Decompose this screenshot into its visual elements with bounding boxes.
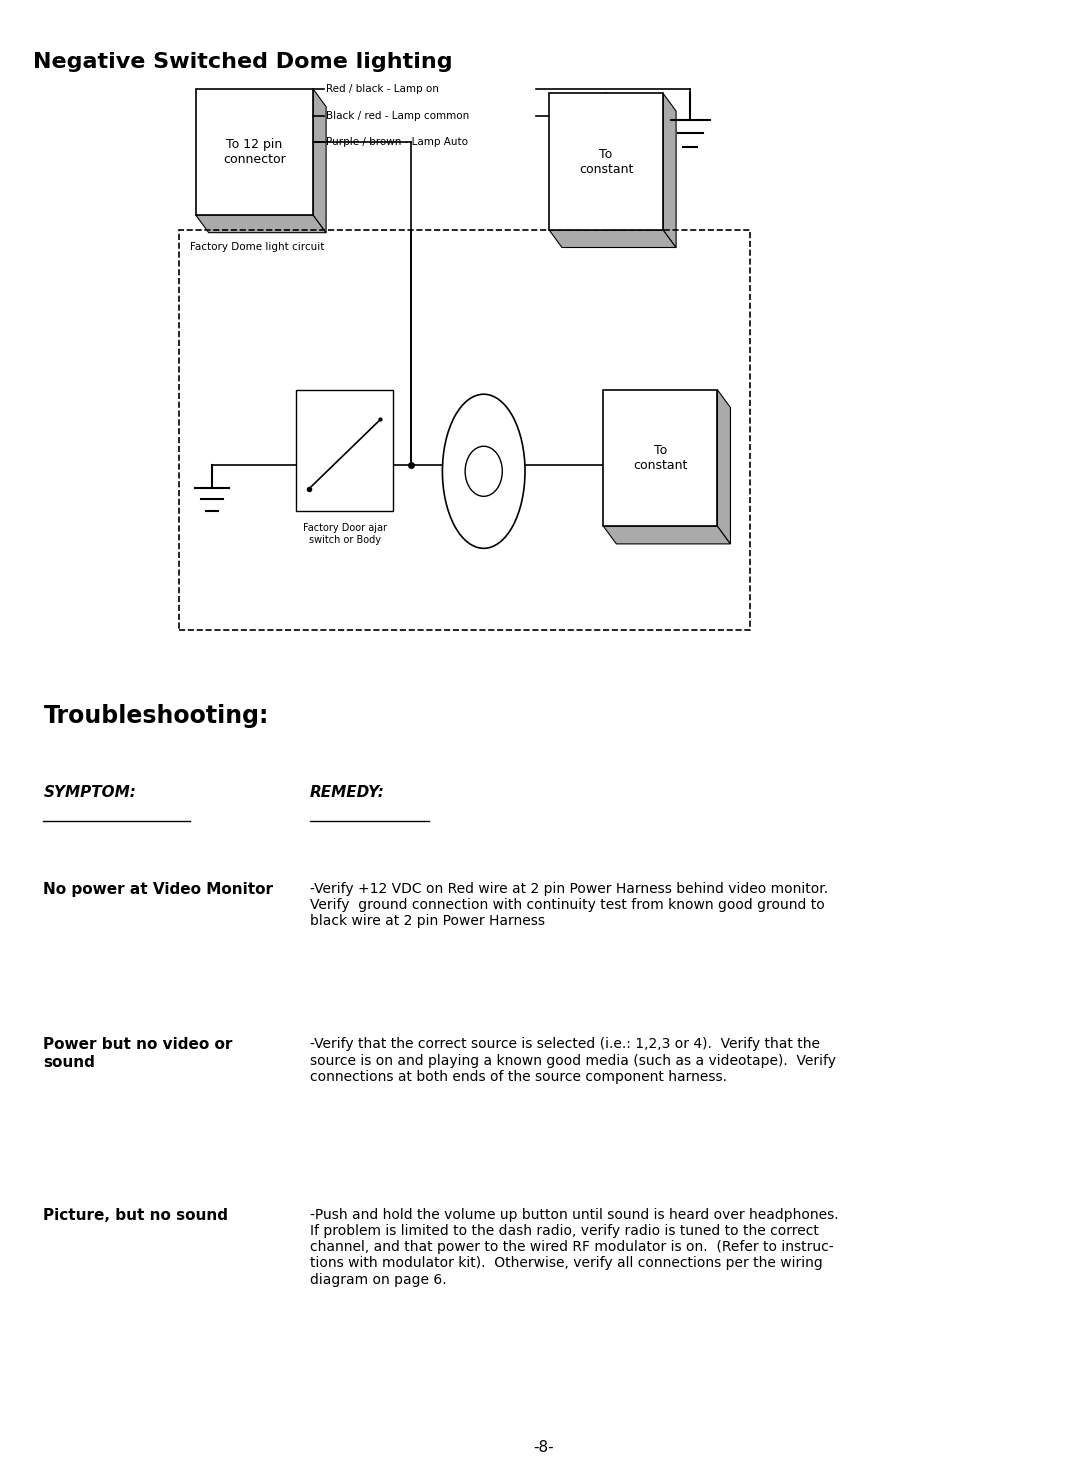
Text: Power but no video or
sound: Power but no video or sound [43, 1037, 233, 1070]
Text: To 12 pin
connector: To 12 pin connector [223, 138, 286, 166]
Polygon shape [717, 390, 730, 544]
Text: Negative Switched Dome lighting: Negative Switched Dome lighting [33, 52, 452, 71]
Text: To
constant: To constant [633, 445, 688, 471]
Ellipse shape [442, 394, 525, 548]
Text: -Verify that the correct source is selected (i.e.: 1,2,3 or 4).  Verify that the: -Verify that the correct source is selec… [310, 1037, 836, 1083]
Text: No power at Video Monitor: No power at Video Monitor [43, 882, 274, 897]
Text: Factory Dome light circuit: Factory Dome light circuit [190, 242, 325, 252]
Text: Picture, but no sound: Picture, but no sound [43, 1208, 228, 1223]
Text: -8-: -8- [534, 1441, 553, 1455]
Polygon shape [663, 93, 676, 247]
Polygon shape [196, 215, 326, 233]
Text: Factory Door ajar
switch or Body: Factory Door ajar switch or Body [302, 523, 387, 545]
Text: -Push and hold the volume up button until sound is heard over headphones.
If pro: -Push and hold the volume up button unti… [310, 1208, 838, 1286]
Bar [179, 230, 750, 630]
Text: Black / red - Lamp common: Black / red - Lamp common [326, 111, 470, 120]
Polygon shape [549, 230, 676, 247]
Text: Troubleshooting:: Troubleshooting: [43, 704, 268, 728]
Bar [196, 89, 313, 215]
Text: To
constant: To constant [578, 148, 634, 175]
Text: Red / black - Lamp on: Red / black - Lamp on [326, 84, 439, 93]
Text: -Verify +12 VDC on Red wire at 2 pin Power Harness behind video monitor.
Verify : -Verify +12 VDC on Red wire at 2 pin Pow… [310, 882, 828, 928]
Bar [603, 390, 717, 526]
Polygon shape [603, 526, 730, 544]
Text: SYMPTOM:: SYMPTOM: [43, 785, 136, 800]
Text: Purple / brown - Lamp Auto: Purple / brown - Lamp Auto [326, 138, 468, 147]
Bar [549, 93, 663, 230]
Text: REMEDY:: REMEDY: [310, 785, 385, 800]
Bar [296, 390, 393, 511]
Ellipse shape [465, 446, 502, 496]
Polygon shape [313, 89, 326, 233]
